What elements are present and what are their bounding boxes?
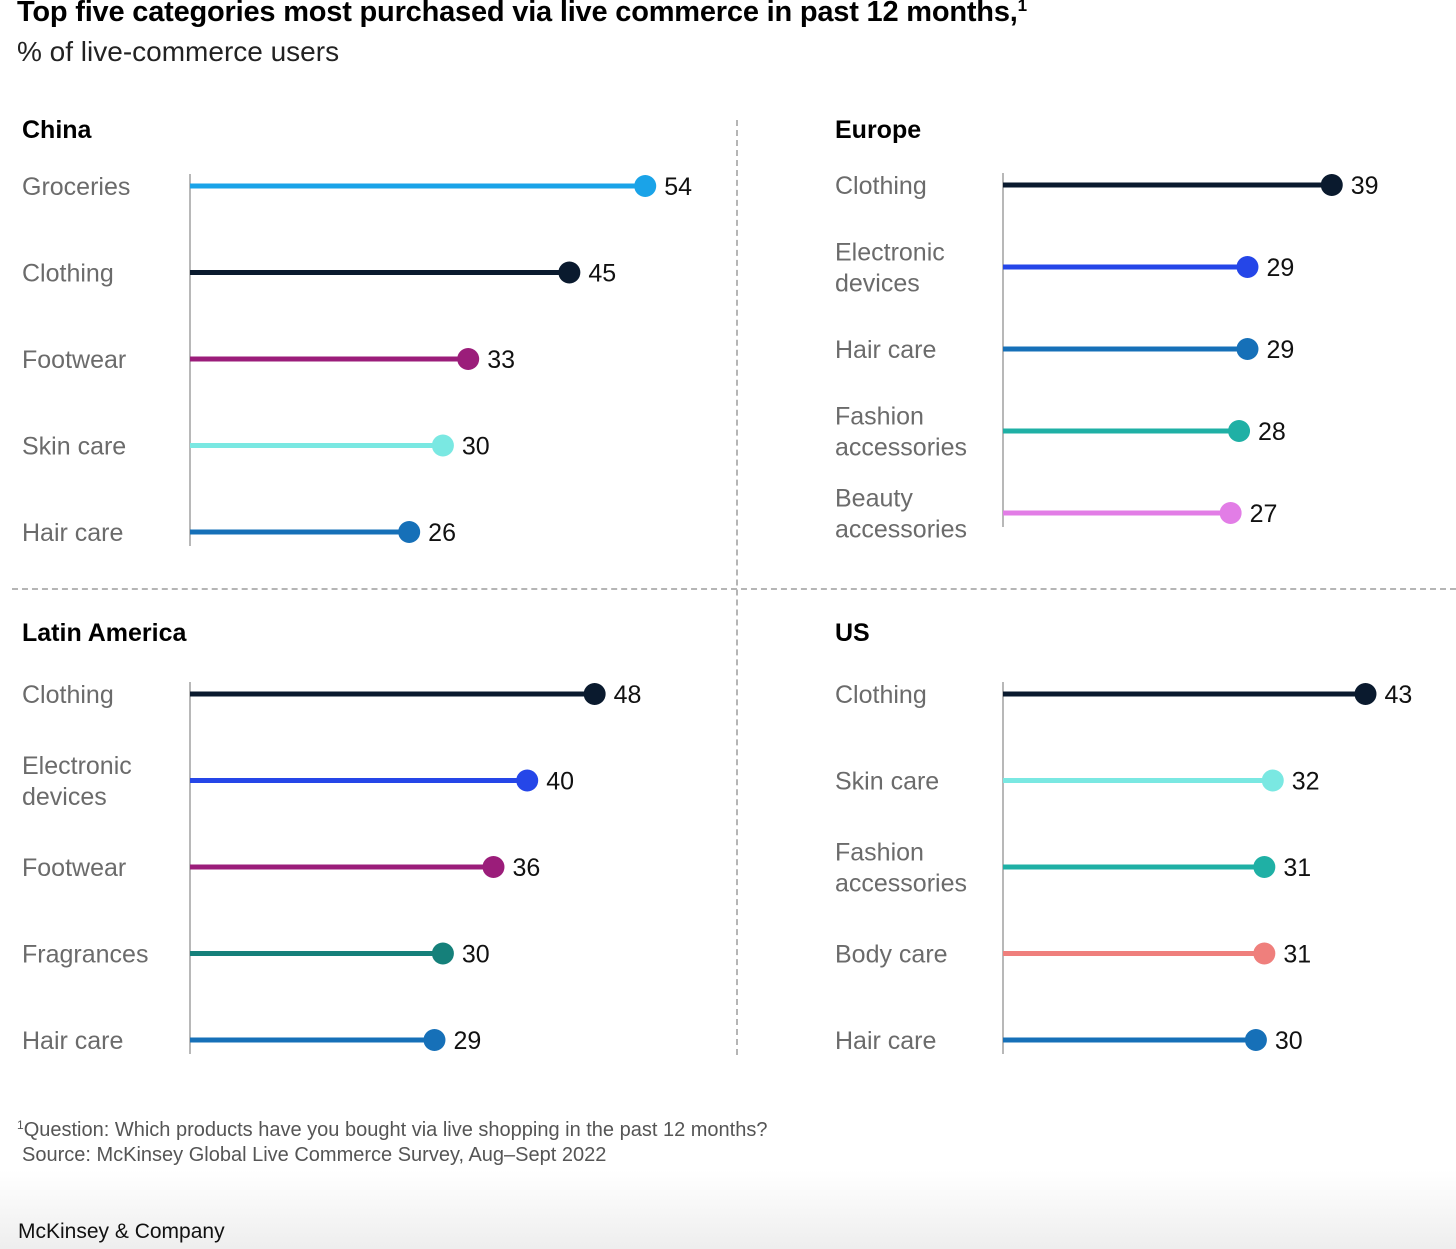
lollipop-dot: [634, 175, 657, 197]
category-label: Fragrances: [22, 941, 148, 969]
value-label: 40: [546, 768, 574, 796]
lollipop-dot: [1320, 174, 1343, 196]
title-footnote-marker: 1: [1017, 0, 1027, 15]
category-label: Beauty accessories: [835, 485, 967, 544]
chart-title: Top five categories most purchased via l…: [17, 0, 1027, 29]
lollipop-dot: [1228, 420, 1251, 442]
china-chart: Groceries 54 Clothing 45 Footwear 33 Skin care…: [22, 173, 692, 547]
value-label: 36: [512, 854, 540, 882]
value-label: 43: [1384, 681, 1412, 709]
panel-title-europe: Europe: [835, 116, 922, 144]
footer-background: [0, 1170, 1456, 1249]
footnote-question: 1Question: Which products have you bough…: [17, 1118, 768, 1141]
category-label: Clothing: [22, 260, 114, 288]
value-label: 29: [453, 1027, 481, 1055]
value-label: 26: [428, 519, 456, 547]
lollipop-dot: [1236, 338, 1259, 360]
value-label: 30: [462, 433, 490, 461]
value-label: 31: [1283, 854, 1311, 882]
lollipop-dot: [558, 261, 581, 284]
lollipop-dot: [431, 434, 454, 457]
lollipop-dot: [1253, 856, 1276, 878]
category-label: Footwear: [22, 346, 126, 374]
footnote: 1Question: Which products have you bough…: [17, 1113, 767, 1168]
category-label: Skin care: [22, 433, 126, 461]
category-label: Clothing: [22, 681, 114, 709]
lollipop-dot: [516, 769, 539, 792]
category-label: Clothing: [835, 681, 927, 709]
category-label: Electronic devices: [835, 239, 945, 298]
value-label: 32: [1292, 768, 1320, 796]
lollipop-dot: [431, 942, 454, 965]
lollipop-dot: [482, 856, 505, 878]
panel-title-china: China: [22, 116, 92, 144]
category-label: Groceries: [22, 173, 130, 201]
value-label: 28: [1258, 418, 1286, 446]
panel-title-us: US: [835, 619, 870, 647]
value-label: 39: [1351, 172, 1379, 200]
footnote-source: Source: McKinsey Global Live Commerce Su…: [22, 1144, 607, 1166]
value-label: 30: [1275, 1027, 1303, 1055]
value-label: 29: [1266, 336, 1294, 364]
chart-subtitle: % of live-commerce users: [17, 36, 340, 67]
lollipop-dot: [457, 348, 480, 370]
footnote-marker: 1: [17, 1118, 24, 1132]
lollipop-dot: [1253, 942, 1276, 965]
vertical-divider: [736, 120, 738, 1055]
lollipop-dot: [1354, 683, 1377, 705]
category-label: Fashion accessories: [835, 839, 967, 898]
category-label: Hair care: [835, 1027, 936, 1055]
value-label: 30: [462, 941, 490, 969]
category-label: Footwear: [22, 854, 126, 882]
category-label: Hair care: [22, 519, 123, 547]
category-label: Body care: [835, 941, 948, 969]
lollipop-dot: [1261, 769, 1284, 792]
value-label: 33: [487, 346, 515, 374]
lollipop-dot: [1244, 1029, 1267, 1051]
lollipop-dot: [583, 683, 606, 705]
value-label: 29: [1266, 254, 1294, 282]
europe-chart: Clothing 39 Electronic devices 29 Hair care 29…: [835, 172, 1379, 544]
value-label: 31: [1283, 941, 1311, 969]
value-label: 54: [664, 173, 692, 201]
category-label: Fashion accessories: [835, 403, 967, 462]
horizontal-divider: [12, 588, 1456, 590]
lollipop-dot: [1219, 502, 1242, 524]
category-label: Skin care: [835, 768, 939, 796]
lollipop-dot: [1236, 256, 1259, 278]
category-label: Hair care: [22, 1027, 123, 1055]
panel-title-latin-america: Latin America: [22, 619, 187, 647]
brand-name: McKinsey & Company: [18, 1220, 225, 1243]
value-label: 48: [614, 681, 642, 709]
lollipop-dot: [423, 1029, 446, 1051]
lollipop-dot: [398, 521, 421, 543]
category-label: Clothing: [835, 172, 927, 200]
category-label: Hair care: [835, 336, 936, 364]
category-label: Electronic devices: [22, 752, 132, 811]
us-chart: Clothing 43 Skin care 32 Fashion accessories 3…: [835, 681, 1412, 1055]
value-label: 45: [588, 260, 616, 288]
value-label: 27: [1250, 500, 1278, 528]
latin-america-chart: Clothing 48 Electronic devices 40 Footwear 36 F…: [22, 681, 642, 1055]
